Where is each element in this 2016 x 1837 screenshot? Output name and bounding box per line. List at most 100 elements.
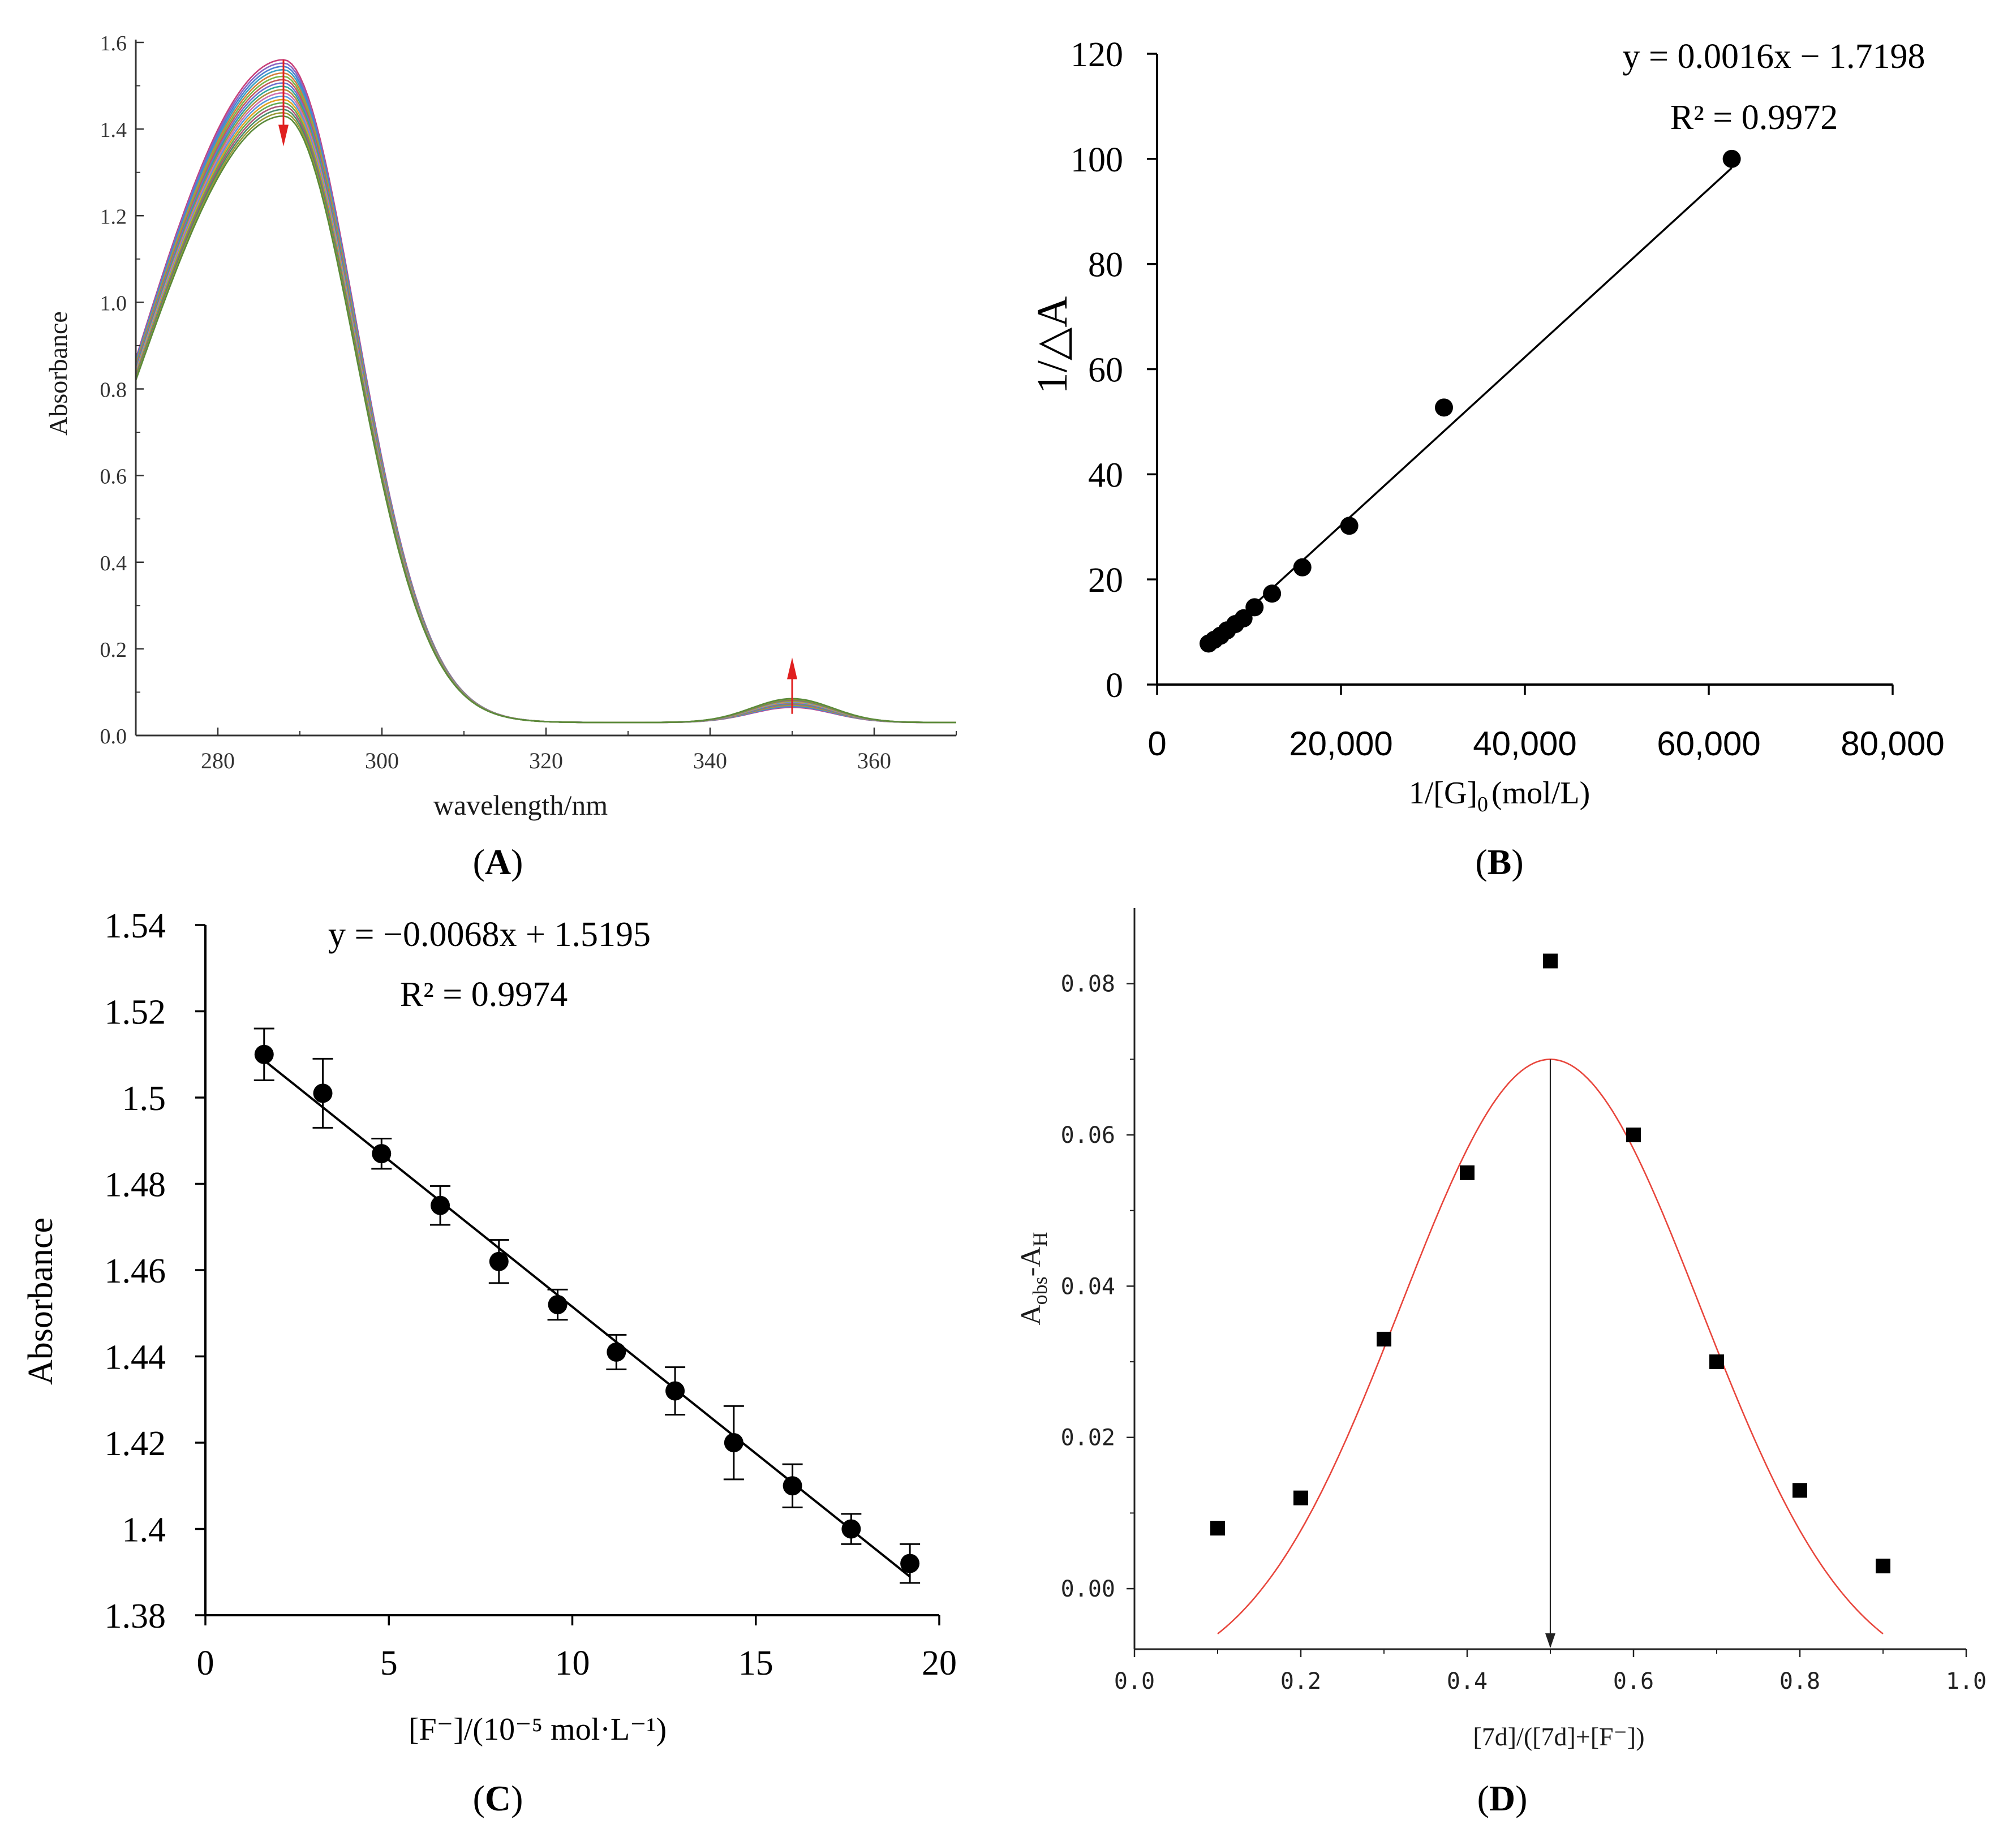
- panel-c-point: [665, 1381, 685, 1401]
- panel-d-xtick-label: 0.6: [1613, 1668, 1654, 1694]
- panel-a-ytick-label: 0.0: [100, 725, 127, 748]
- panel-b-point: [1263, 584, 1282, 603]
- panel-b-point: [1340, 517, 1359, 535]
- panel-a-ylabel: Absorbance: [44, 311, 72, 436]
- panel-c-ytick-label: 1.4: [122, 1511, 166, 1550]
- panel-d-point: [1293, 1490, 1308, 1505]
- panel-d-ticks: 0.00 0.02 0.04 0.06 0.08 0.0 0.2 0.4 0.6 0.8 1.0: [1061, 971, 1987, 1694]
- panel-a-xtick-label: 360: [857, 748, 891, 773]
- panel-a-caption-letter: A: [485, 842, 511, 882]
- panel-b-xtick-label: 80,000: [1841, 725, 1945, 763]
- panel-d-ytick-label: 0.08: [1061, 971, 1115, 997]
- panel-d-ylabel-sub1: obs: [1029, 1276, 1051, 1305]
- panel-a-ytick-label: 1.2: [100, 205, 127, 229]
- panel-d-fit-curve: [1217, 1058, 1884, 1634]
- panel-b-xlabel-sub: 0: [1477, 793, 1488, 816]
- panel-b-caption-letter: B: [1488, 842, 1512, 882]
- panel-c: 1.38 1.4 1.42 1.44 1.46 1.48 1.5 1.52 1.54 0 5 10 15…: [22, 907, 957, 1818]
- panel-c-ytick-label: 1.48: [105, 1166, 166, 1204]
- panel-c-point: [313, 1083, 333, 1103]
- panel-a-xtick-label: 300: [365, 748, 399, 773]
- panel-d-point: [1210, 1521, 1225, 1536]
- panel-b-point: [1435, 398, 1453, 417]
- panel-a-ytick-label: 0.8: [100, 378, 127, 402]
- panel-b: 0 20 40 60 80 100 120 0 20,000 40,000 60,000 80,000…: [1029, 36, 1945, 882]
- panel-c-point: [841, 1519, 861, 1539]
- panel-b-ytick-label: 80: [1088, 246, 1123, 285]
- panel-b-xtick-label: 0: [1147, 725, 1166, 763]
- panel-d-ytick-label: 0.00: [1061, 1576, 1115, 1602]
- panel-b-xtick-label: 60,000: [1657, 725, 1761, 763]
- panel-c-xtick-label: 0: [197, 1644, 214, 1683]
- panel-a-spectrum-line: [135, 115, 956, 724]
- panel-c-ytick-label: 1.38: [105, 1597, 166, 1636]
- panel-d-point: [1543, 953, 1558, 969]
- panel-d-ylabel: Aobs-AH: [1015, 1232, 1051, 1326]
- panel-d-xtick-label: 0.0: [1114, 1668, 1155, 1694]
- panel-c-r2: R² = 0.9974: [400, 975, 568, 1014]
- panel-c-xlabel: [F⁻]/(10⁻⁵ mol·L⁻¹): [409, 1712, 667, 1747]
- panel-c-point: [489, 1251, 509, 1271]
- panel-c-ytick-label: 1.5: [122, 1079, 166, 1118]
- panel-d-ytick-label: 0.06: [1061, 1122, 1115, 1148]
- panel-c-xtick-label: 5: [380, 1644, 398, 1683]
- panel-b-ytick-label: 60: [1088, 351, 1123, 390]
- panel-b-point: [1234, 609, 1253, 627]
- panel-c-point: [900, 1554, 920, 1573]
- panel-b-ytick-label: 0: [1106, 666, 1123, 705]
- panel-b-equation: y = 0.0016x − 1.7198: [1623, 37, 1925, 76]
- panel-c-fit-segment: [263, 1059, 911, 1578]
- panel-b-r2: R² = 0.9972: [1670, 98, 1838, 137]
- panel-c-point: [607, 1342, 626, 1362]
- panel-a-ytick-label: 0.6: [100, 465, 127, 489]
- panel-c-caption-letter: C: [485, 1778, 511, 1818]
- panel-b-xlabel-main: 1/[G]: [1409, 776, 1477, 811]
- panel-a-ytick-label: 0.2: [100, 638, 127, 662]
- panel-a-xtick-label: 280: [201, 748, 235, 773]
- panel-b-xtick-label: 40,000: [1473, 725, 1577, 763]
- panel-b-ytick-label: 40: [1088, 456, 1123, 494]
- panel-d-ytick-label: 0.02: [1061, 1425, 1115, 1451]
- panel-b-point: [1293, 558, 1312, 577]
- panel-a: 0.0 0.2 0.4 0.6 0.8 1.0 1.2 1.4 1.6 280 300 320 340 3…: [44, 32, 957, 882]
- panel-a-ytick-label: 1.6: [100, 32, 127, 55]
- panel-b-ytick-label: 120: [1071, 36, 1123, 74]
- panel-a-ytick-label: 1.0: [100, 291, 127, 315]
- panel-b-ticks: 0 20 40 60 80 100 120 0 20,000 40,000 60,000 80,000: [1071, 36, 1945, 763]
- panel-b-xlabel: 1/[G]0 (mol/L): [1409, 776, 1590, 816]
- panel-c-point: [372, 1144, 392, 1164]
- panel-c-ytick-label: 1.52: [105, 993, 166, 1032]
- panel-c-point: [431, 1195, 450, 1215]
- panel-c-point: [548, 1295, 568, 1314]
- panel-d-ylabel-main: A: [1015, 1305, 1046, 1325]
- panel-b-caption: (B): [1475, 842, 1523, 882]
- panel-c-point: [783, 1476, 802, 1496]
- panel-c-ylabel: Absorbance: [22, 1218, 60, 1385]
- panel-d-xlabel: [7d]/([7d]+[F⁻]): [1473, 1722, 1644, 1751]
- panel-c-equation: y = −0.0068x + 1.5195: [328, 915, 651, 954]
- panel-d-marker-line: [1545, 1059, 1555, 1648]
- panel-c-xtick-label: 10: [555, 1644, 590, 1683]
- panel-c-points: [254, 1044, 920, 1573]
- panel-d-caption-letter: D: [1489, 1778, 1515, 1818]
- panel-d-point: [1626, 1128, 1641, 1143]
- panel-b-point: [1722, 149, 1741, 168]
- panel-d-xtick-label: 0.2: [1280, 1668, 1321, 1694]
- panel-a-xlabel: wavelength/nm: [433, 789, 608, 821]
- panel-c-caption: (C): [473, 1778, 523, 1818]
- panel-b-ytick-label: 100: [1071, 141, 1123, 179]
- panel-c-ytick-label: 1.42: [105, 1425, 166, 1463]
- panel-d-point: [1709, 1354, 1724, 1370]
- panel-a-xtick-label: 340: [693, 748, 727, 773]
- panel-d-ylabel-sub2: H: [1029, 1232, 1051, 1247]
- panel-a-caption: (A): [473, 842, 523, 882]
- panel-d-point: [1460, 1165, 1475, 1180]
- panel-a-ytick-label: 0.4: [100, 552, 127, 575]
- panel-d-arrow-down-icon: [1545, 1633, 1555, 1648]
- panel-a-arrow-up-icon: [787, 657, 797, 679]
- panel-c-fit-line: [263, 1059, 911, 1578]
- panel-b-ytick-label: 20: [1088, 561, 1123, 600]
- panel-d-xtick-label: 0.4: [1447, 1668, 1488, 1694]
- panel-d-ylabel-mid: -A: [1015, 1247, 1046, 1277]
- panel-c-point: [254, 1044, 274, 1064]
